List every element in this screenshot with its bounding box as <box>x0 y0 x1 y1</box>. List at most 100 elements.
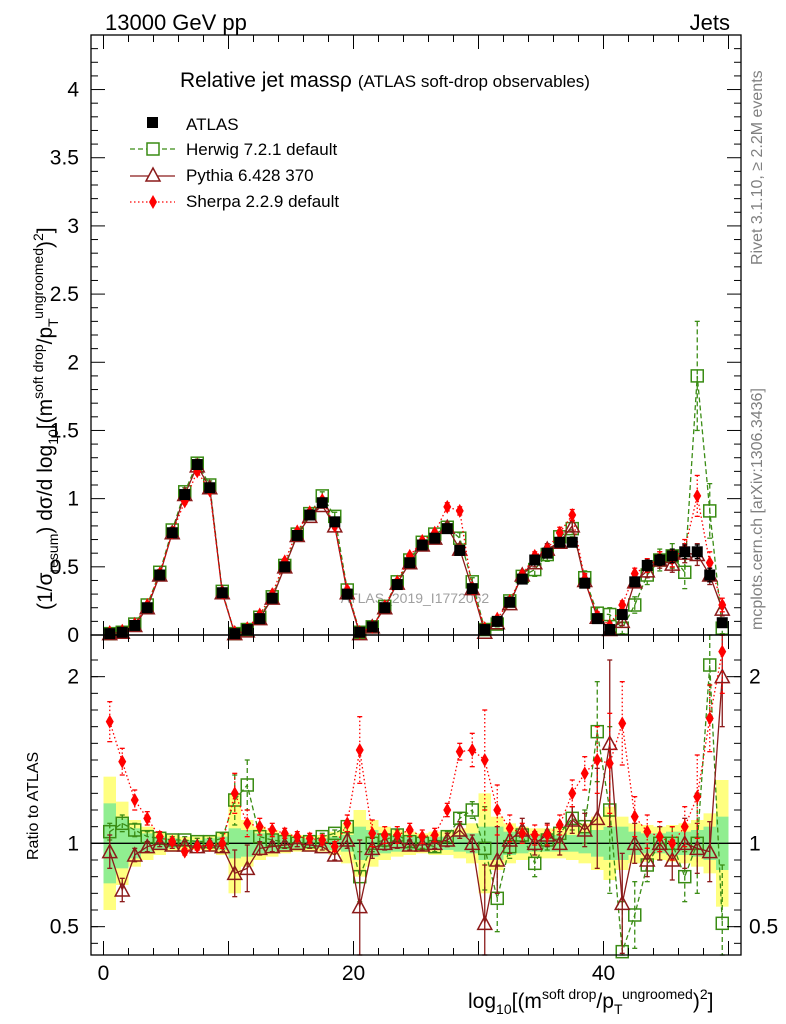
ratio-point-sherpa <box>330 839 339 854</box>
ratio-y-axis-title: Ratio to ATLAS <box>25 752 42 860</box>
ratio-point-pythia <box>213 838 231 854</box>
ratio-point-sherpa <box>143 811 152 826</box>
main-point-atlas <box>466 583 478 595</box>
ratio-point-herwig <box>528 856 542 871</box>
ratio-y-tick-label-right: 1 <box>749 832 761 855</box>
main-point-atlas <box>566 536 578 548</box>
legend-entry-pythia: Pythia 6.428 370 <box>130 166 314 185</box>
main-point-sherpa <box>455 503 464 518</box>
ratio-point-sherpa <box>418 829 427 844</box>
ratio-point-sherpa <box>555 818 564 832</box>
ratio-sherpa <box>105 634 727 861</box>
ratio-point-sherpa <box>193 839 202 854</box>
main-point-atlas <box>504 596 516 608</box>
ratio-point-pythia <box>713 668 731 684</box>
ratio-point-pythia <box>351 898 369 914</box>
ratio-point-pythia <box>476 914 494 931</box>
energy-label: 13000 GeV pp <box>105 10 247 35</box>
ratio-point-pythia <box>638 851 656 867</box>
ratio-point-pythia <box>313 838 331 854</box>
ratio-point-pythia <box>226 864 244 881</box>
main-point-atlas <box>354 626 366 638</box>
main-point-atlas <box>241 624 253 636</box>
x-tick-label: 0 <box>98 962 110 985</box>
main-point-atlas <box>129 619 141 631</box>
main-point-atlas <box>691 546 703 558</box>
ratio-series <box>101 634 731 959</box>
main-point-atlas <box>329 516 341 528</box>
main-y-tick-label: 0 <box>67 624 79 647</box>
main-point-atlas <box>366 621 378 633</box>
ratio-point-sherpa <box>693 789 702 804</box>
main-y-tick-label: 3 <box>67 215 79 238</box>
legend: ATLAS Herwig 7.2.1 default Pythia 6.428 … <box>130 115 339 211</box>
main-point-atlas <box>154 569 166 581</box>
ratio-point-sherpa <box>318 833 327 847</box>
main-point-atlas <box>529 554 541 566</box>
ratio-point-pythia <box>401 836 419 852</box>
main-point-atlas <box>254 613 266 625</box>
ratio-point-pythia <box>688 839 706 856</box>
ratio-y-tick-label: 0.5 <box>50 916 79 939</box>
main-point-atlas <box>379 602 391 614</box>
ratio-point-sherpa <box>255 819 264 834</box>
ratio-point-pythia <box>338 831 356 847</box>
ratio-y-tick-label: 2 <box>67 666 79 689</box>
main-point-atlas <box>554 536 566 548</box>
main-y-tick-label: 3.5 <box>50 147 79 170</box>
ratio-point-sherpa <box>168 834 177 849</box>
ratio-point-sherpa <box>543 828 552 842</box>
ratio-point-sherpa <box>343 816 352 831</box>
legend-label-atlas: ATLAS <box>186 115 239 134</box>
ratio-point-sherpa <box>180 844 189 859</box>
main-point-atlas <box>666 550 678 562</box>
main-y-tick-label: 0.5 <box>50 556 79 579</box>
ratio-point-pythia <box>101 843 119 859</box>
ratio-point-pythia <box>326 846 344 862</box>
ratio-point-herwig <box>590 724 604 739</box>
ratio-point-sherpa <box>155 829 164 844</box>
ratio-point-pythia <box>426 834 444 851</box>
main-line-pythia <box>109 464 723 635</box>
main-point-atlas <box>616 609 628 621</box>
ratio-point-herwig <box>715 916 729 931</box>
main-point-sherpa <box>705 555 714 570</box>
ratio-point-sherpa <box>680 819 689 834</box>
main-point-atlas <box>679 546 691 558</box>
legend-label-sherpa: Sherpa 2.2.9 default <box>186 192 339 211</box>
main-point-atlas <box>479 624 491 636</box>
main-point-atlas <box>229 628 241 640</box>
ratio-point-herwig <box>703 658 717 672</box>
main-point-atlas <box>316 497 328 509</box>
plot-subtitle: (ATLAS soft-drop observables) <box>358 72 590 91</box>
ratio-point-sherpa <box>705 711 714 726</box>
main-point-herwig <box>678 565 692 580</box>
main-point-atlas <box>454 544 466 556</box>
main-y-tick-label: 1 <box>67 488 79 511</box>
main-point-atlas <box>104 628 116 640</box>
main-point-pythia <box>713 600 731 616</box>
main-point-atlas <box>591 613 603 625</box>
ratio-point-pythia <box>113 881 131 897</box>
rivet-label: Rivet 3.1.10, ≥ 2.2M events <box>749 70 766 265</box>
main-point-atlas <box>266 592 278 604</box>
main-point-atlas <box>641 559 653 571</box>
main-point-sherpa <box>568 508 577 522</box>
main-point-atlas <box>716 617 728 629</box>
ratio-line-pythia <box>109 676 723 924</box>
ratio-point-sherpa <box>368 826 377 841</box>
ratio-point-pythia <box>438 831 456 847</box>
ratio-point-sherpa <box>218 836 227 851</box>
main-point-atlas <box>429 532 441 544</box>
ratio-point-pythia <box>463 834 481 851</box>
ratio-point-herwig <box>240 778 254 792</box>
ratio-point-pythia <box>651 834 669 851</box>
ratio-point-sherpa <box>268 823 277 837</box>
ratio-point-sherpa <box>518 826 527 841</box>
ratio-point-pythia <box>363 839 381 856</box>
ratio-point-sherpa <box>505 821 514 836</box>
ratio-point-pythia <box>263 838 281 854</box>
main-point-sherpa <box>443 499 452 514</box>
main-point-atlas <box>404 557 416 569</box>
